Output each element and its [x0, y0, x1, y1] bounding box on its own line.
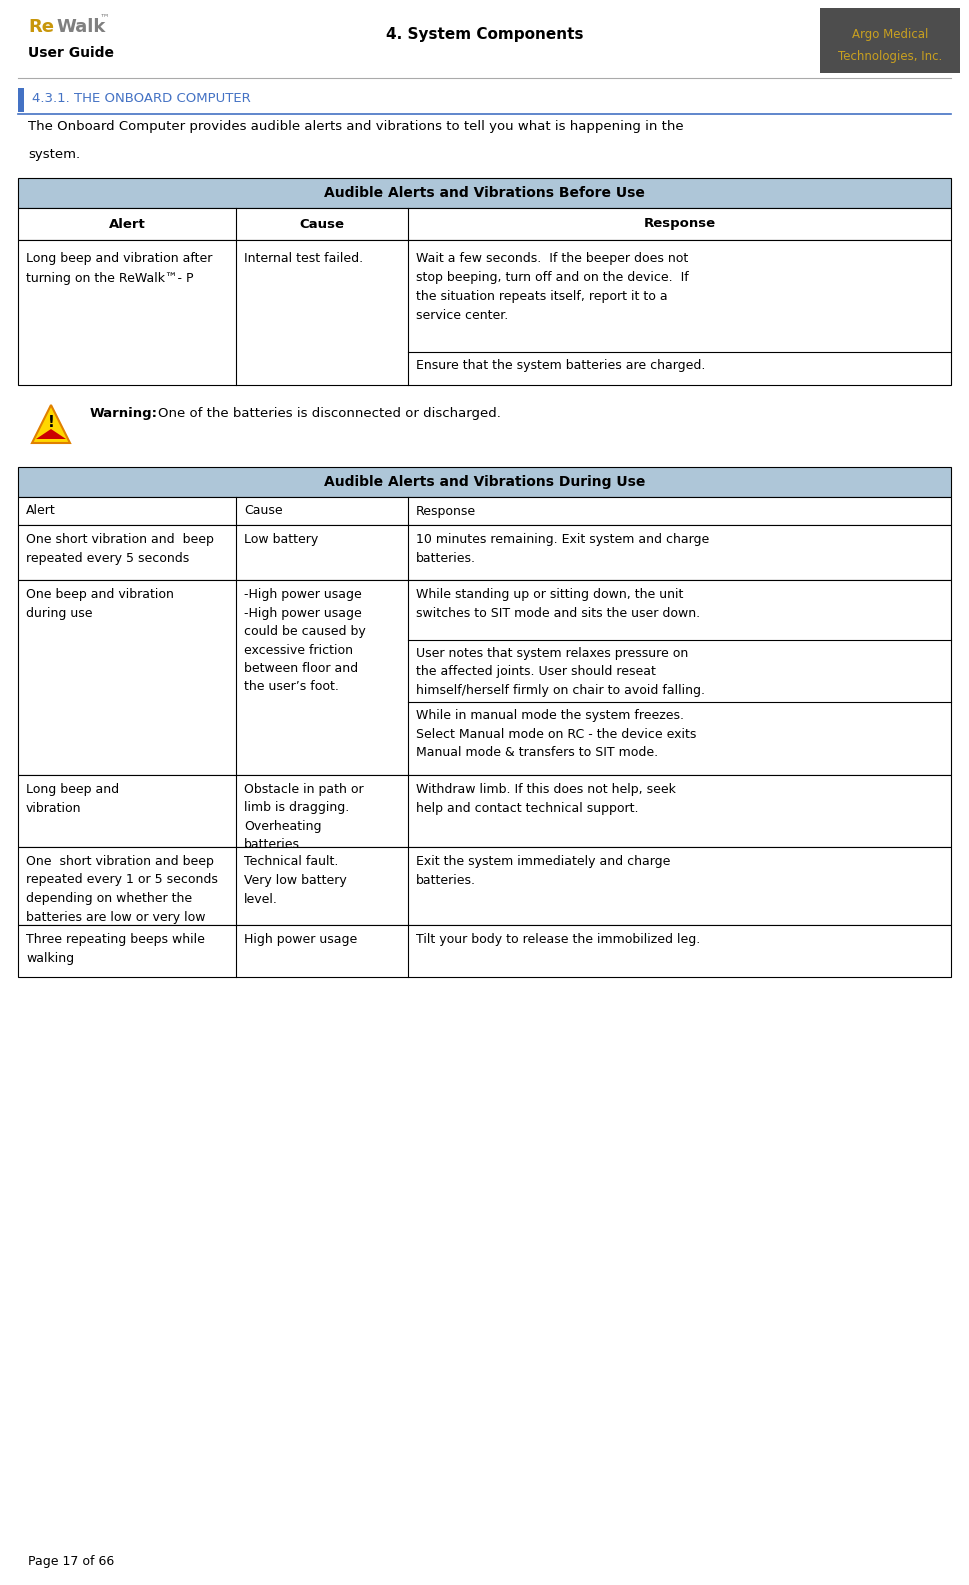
Bar	[18, 498, 951, 525]
Text: Exit the system immediately and charge
batteries.: Exit the system immediately and charge b…	[416, 854, 671, 888]
Bar	[18, 926, 951, 976]
Text: Alert: Alert	[26, 504, 56, 517]
Text: The Onboard Computer provides audible alerts and vibrations to tell you what is : The Onboard Computer provides audible al…	[28, 120, 683, 133]
Text: User Guide: User Guide	[28, 46, 114, 60]
Text: Argo Medical: Argo Medical	[852, 29, 928, 41]
Text: Walk: Walk	[56, 17, 106, 36]
Text: Three repeating beeps while
walking: Three repeating beeps while walking	[26, 934, 204, 965]
Text: Alert: Alert	[109, 217, 145, 230]
Text: User notes that system relaxes pressure on
the affected joints. User should rese: User notes that system relaxes pressure …	[416, 647, 705, 697]
Bar	[18, 846, 951, 926]
Text: Ensure that the system batteries are charged.: Ensure that the system batteries are cha…	[416, 358, 705, 372]
Text: Technologies, Inc.: Technologies, Inc.	[838, 51, 942, 63]
Text: While standing up or sitting down, the unit
switches to SIT mode and sits the us: While standing up or sitting down, the u…	[416, 588, 701, 620]
Text: !: !	[47, 415, 54, 430]
Polygon shape	[32, 406, 70, 442]
Text: One beep and vibration
during use: One beep and vibration during use	[26, 588, 173, 620]
Text: Audible Alerts and Vibrations During Use: Audible Alerts and Vibrations During Use	[324, 476, 645, 490]
Text: High power usage: High power usage	[244, 934, 358, 946]
Text: Cause: Cause	[244, 504, 283, 517]
Bar	[18, 239, 951, 385]
Text: -High power usage
-High power usage
could be caused by
excessive friction
betwee: -High power usage -High power usage coul…	[244, 588, 365, 694]
Text: Cause: Cause	[299, 217, 345, 230]
Text: 4. System Components: 4. System Components	[386, 27, 583, 43]
Text: Long beep and
vibration: Long beep and vibration	[26, 783, 119, 815]
Bar	[18, 208, 951, 239]
Text: 10 minutes remaining. Exit system and charge
batteries.: 10 minutes remaining. Exit system and ch…	[416, 533, 709, 564]
Text: Response: Response	[643, 217, 715, 230]
Text: Long beep and vibration after
turning on the ReWalk™- P: Long beep and vibration after turning on…	[26, 252, 212, 285]
Text: One short vibration and  beep
repeated every 5 seconds: One short vibration and beep repeated ev…	[26, 533, 214, 564]
Text: Audible Alerts and Vibrations Before Use: Audible Alerts and Vibrations Before Use	[324, 185, 645, 200]
Text: Warning:: Warning:	[90, 407, 158, 420]
Text: 4.3.1. THE ONBOARD COMPUTER: 4.3.1. THE ONBOARD COMPUTER	[32, 92, 251, 105]
Text: Withdraw limb. If this does not help, seek
help and contact technical support.: Withdraw limb. If this does not help, se…	[416, 783, 675, 815]
Bar	[18, 89, 24, 113]
Text: While in manual mode the system freezes.
Select Manual mode on RC - the device e: While in manual mode the system freezes.…	[416, 708, 697, 759]
Bar	[820, 8, 960, 73]
Text: Obstacle in path or
limb is dragging.
Overheating
batteries.: Obstacle in path or limb is dragging. Ov…	[244, 783, 363, 851]
Bar	[18, 468, 951, 498]
Text: Technical fault.
Very low battery
level.: Technical fault. Very low battery level.	[244, 854, 347, 907]
Text: Low battery: Low battery	[244, 533, 318, 545]
Text: One  short vibration and beep
repeated every 1 or 5 seconds
depending on whether: One short vibration and beep repeated ev…	[26, 854, 218, 924]
Bar	[18, 580, 951, 775]
Bar	[18, 178, 951, 208]
Text: Page 17 of 66: Page 17 of 66	[28, 1555, 114, 1568]
Bar	[18, 775, 951, 846]
Text: Internal test failed.: Internal test failed.	[244, 252, 363, 265]
Text: Response: Response	[416, 504, 476, 517]
Text: Wait a few seconds.  If the beeper does not
stop beeping, turn off and on the de: Wait a few seconds. If the beeper does n…	[416, 252, 689, 322]
Text: system.: system.	[28, 147, 80, 162]
Text: Re: Re	[28, 17, 54, 36]
Text: ™: ™	[100, 13, 109, 22]
Text: One of the batteries is disconnected or discharged.: One of the batteries is disconnected or …	[158, 407, 501, 420]
Polygon shape	[36, 430, 66, 439]
Bar	[18, 525, 951, 580]
Text: Tilt your body to release the immobilized leg.: Tilt your body to release the immobilize…	[416, 934, 701, 946]
